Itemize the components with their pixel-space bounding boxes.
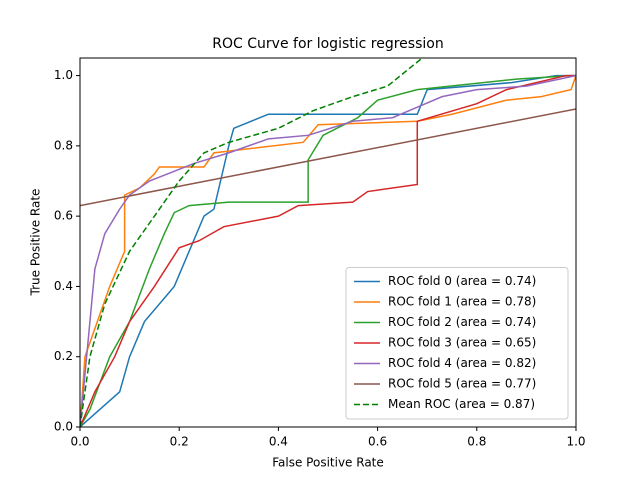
x-tick-label: 0.2 [170,435,189,449]
chart-title: ROC Curve for logistic regression [212,36,443,52]
legend-label: ROC fold 0 (area = 0.74) [388,274,536,288]
x-tick-label: 0.4 [269,435,288,449]
y-tick-label: 0.6 [54,209,73,223]
legend-label: ROC fold 1 (area = 0.78) [388,295,536,309]
x-tick-label: 0.0 [70,435,89,449]
x-tick-label: 1.0 [566,435,585,449]
legend-label: ROC fold 2 (area = 0.74) [388,315,536,329]
x-tick-label: 0.6 [368,435,387,449]
roc-line [80,75,576,427]
x-tick-label: 0.8 [467,435,486,449]
legend-label: Mean ROC (area = 0.87) [388,397,535,411]
roc-line [80,74,576,427]
legend-box [345,267,569,420]
y-tick-label: 0.4 [54,279,73,293]
legend-label: ROC fold 5 (area = 0.77) [388,377,536,391]
roc-line [80,108,576,207]
plot-area [80,58,576,427]
legend-label: ROC fold 4 (area = 0.82) [388,356,536,370]
roc-line [80,74,576,427]
y-tick-label: 0.0 [54,420,73,434]
axes-frame [79,57,577,428]
legend: ROC fold 0 (area = 0.74) ROC fold 1 (area… [345,267,569,420]
legend-label: ROC fold 3 (area = 0.65) [388,336,536,350]
y-tick-label: 0.8 [54,138,73,152]
y-axis-label: True Positive Rate [29,189,43,297]
roc-line [80,58,423,427]
x-axis-label: False Positive Rate [272,456,384,470]
y-tick-label: 0.2 [54,349,73,363]
roc-line [80,74,576,427]
y-tick-label: 1.0 [54,68,73,82]
